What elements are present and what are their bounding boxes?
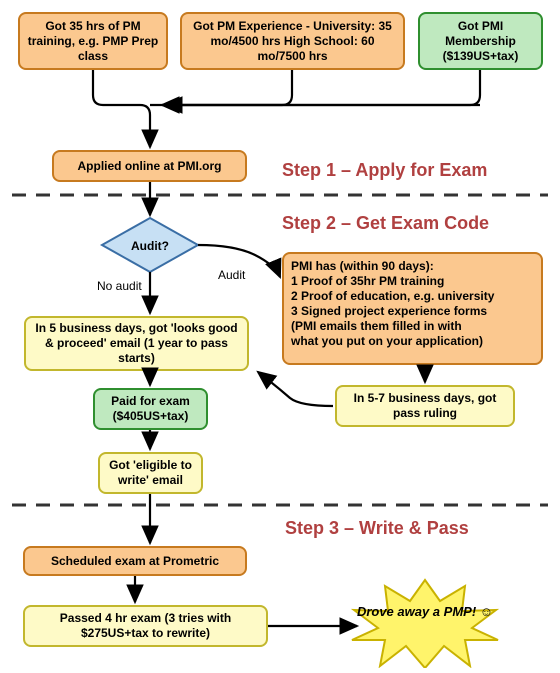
node-scheduled: Scheduled exam at Prometric — [23, 546, 247, 576]
node-applied: Applied online at PMI.org — [52, 150, 247, 182]
node-eligible: Got 'eligible to write' email — [98, 452, 203, 494]
step-1-label: Step 1 – Apply for Exam — [282, 160, 487, 181]
node-ruling: In 5-7 business days, got pass ruling — [335, 385, 515, 427]
drove-away-text: Drove away a PMP! ☺ — [350, 604, 500, 619]
node-pmi-has: PMI has (within 90 days): 1 Proof of 35h… — [282, 252, 543, 365]
node-experience: Got PM Experience - University: 35 mo/45… — [180, 12, 405, 70]
node-drove-away: Drove away a PMP! ☺ — [350, 578, 500, 668]
edge-label-audit: Audit — [218, 268, 245, 282]
node-membership: Got PMI Membership ($139US+tax) — [418, 12, 543, 70]
node-passed: Passed 4 hr exam (3 tries with $275US+ta… — [23, 605, 268, 647]
node-training: Got 35 hrs of PM training, e.g. PMP Prep… — [18, 12, 168, 70]
step-2-label: Step 2 – Get Exam Code — [282, 213, 489, 234]
diamond-text: Audit? — [131, 239, 169, 253]
edge-label-no-audit: No audit — [97, 279, 142, 293]
node-paid: Paid for exam ($405US+tax) — [93, 388, 208, 430]
step-3-label: Step 3 – Write & Pass — [285, 518, 469, 539]
node-lookgood: In 5 business days, got 'looks good & pr… — [24, 316, 249, 371]
